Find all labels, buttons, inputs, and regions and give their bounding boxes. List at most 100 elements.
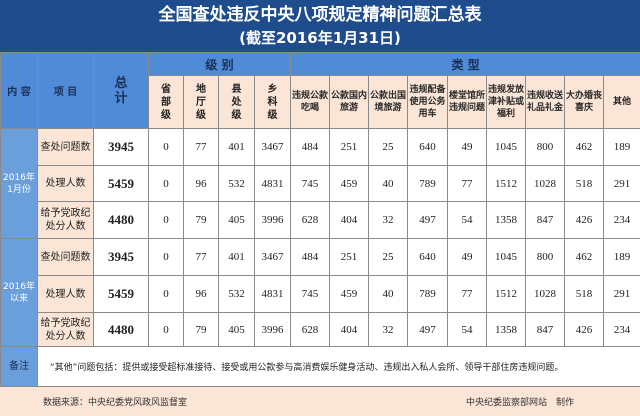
row-total: 5459: [93, 275, 149, 313]
cell-value: 77: [183, 238, 219, 276]
cell-value: 0: [148, 165, 184, 202]
row-total: 4480: [93, 312, 149, 347]
cell-value: 1512: [486, 165, 526, 202]
cell-value: 291: [602, 275, 640, 313]
cell-value: 484: [290, 128, 330, 166]
cell-value: 847: [525, 312, 565, 347]
cell-value: 1028: [525, 275, 565, 313]
cell-value: 1045: [486, 128, 526, 166]
header-type-4: 楼堂馆所 违规问题: [447, 75, 487, 129]
row-item: 给予党政纪 处分人数: [37, 201, 94, 239]
cell-value: 77: [447, 165, 487, 202]
header-content: 内 容: [0, 52, 38, 129]
header-level-2: 县 处 级: [218, 75, 255, 129]
producer: 中央纪委监察部网站 制作: [465, 398, 574, 408]
cell-value: 291: [602, 165, 640, 202]
cell-value: 49: [447, 238, 487, 276]
cell-value: 79: [183, 201, 219, 239]
cell-value: 640: [407, 128, 448, 166]
cell-value: 401: [218, 238, 255, 276]
header-total: 总 计: [93, 52, 149, 129]
cell-value: 1045: [486, 238, 526, 276]
cell-value: 3467: [254, 128, 291, 166]
cell-value: 3996: [254, 312, 291, 347]
cell-value: 800: [525, 128, 565, 166]
cell-value: 518: [564, 165, 604, 202]
cell-value: 251: [329, 238, 369, 276]
cell-value: 0: [148, 312, 184, 347]
header-type-1: 公款国内 旅游: [329, 75, 369, 129]
cell-value: 234: [602, 312, 640, 347]
cell-value: 96: [183, 165, 219, 202]
header-type-0: 违规公款 吃喝: [290, 75, 330, 129]
table-row: 给予党政纪 处分人数 4480 0 79 405 3996 628 404 32 497 54 135…: [1, 201, 640, 239]
cell-value: 497: [407, 201, 448, 239]
page-title: 全国查处违反中央八项规定精神问题汇总表: [158, 5, 482, 25]
cell-value: 532: [218, 275, 255, 313]
header-type-3: 违规配备 使用公务 用车: [407, 75, 448, 129]
cell-value: 628: [290, 201, 330, 239]
cell-value: 1512: [486, 275, 526, 313]
cell-value: 0: [148, 201, 184, 239]
cell-value: 462: [564, 128, 604, 166]
cell-value: 404: [329, 312, 369, 347]
cell-value: 40: [368, 275, 408, 313]
remark-text: “其他”问题包括：提供或接受超标准接待、接受或用公款参与高消费娱乐健身活动、违规…: [36, 346, 640, 387]
cell-value: 426: [564, 312, 604, 347]
cell-value: 251: [329, 128, 369, 166]
cell-value: 0: [148, 275, 184, 313]
cell-value: 54: [447, 201, 487, 239]
page-subtitle: (截至2016年1月31日): [239, 29, 401, 47]
cell-value: 459: [329, 165, 369, 202]
cell-value: 497: [407, 312, 448, 347]
row-item: 给予党政纪 处分人数: [37, 312, 94, 347]
header-type-5: 违规发放 津补贴或 福利: [486, 75, 526, 129]
cell-value: 0: [148, 128, 184, 166]
group-label: 2016年 以来: [0, 238, 38, 347]
header-type-8: 其他: [602, 75, 640, 129]
summary-table: 内 容 项 目 总 计 级 别 类 型 省 部 级地 厅 级县 处 级乡 科 级…: [0, 52, 640, 387]
header-level: 级 别: [148, 52, 291, 76]
cell-value: 1358: [486, 312, 526, 347]
title-banner: 全国查处违反中央八项规定精神问题汇总表 (截至2016年1月31日): [0, 0, 640, 52]
remark-row: 备注 “其他”问题包括：提供或接受超标准接待、接受或用公款参与高消费娱乐健身活动、…: [0, 346, 640, 387]
header-type-7: 大办婚丧 喜庆: [564, 75, 604, 129]
row-item: 处理人数: [37, 275, 94, 313]
cell-value: 640: [407, 238, 448, 276]
cell-value: 77: [447, 275, 487, 313]
table-row: 2016年 以来 查处问题数 3945 0 77 401 3467 484 251 25 640 49…: [0, 238, 640, 347]
header-type-2: 公款出国 境旅游: [368, 75, 408, 129]
cell-value: 79: [183, 312, 219, 347]
cell-value: 405: [218, 201, 255, 239]
cell-value: 25: [368, 238, 408, 276]
table-row: 处理人数 5459 0 96 532 4831 745 459 40 789 77 1512 1028 5…: [1, 165, 640, 202]
header-item: 项 目: [37, 52, 94, 129]
cell-value: 1028: [525, 165, 565, 202]
cell-value: 745: [290, 165, 330, 202]
remark-label: 备注: [0, 346, 38, 387]
cell-value: 234: [602, 201, 640, 239]
cell-value: 745: [290, 275, 330, 313]
cell-value: 401: [218, 128, 255, 166]
header-level-0: 省 部 级: [148, 75, 184, 129]
row-item: 查处问题数: [37, 238, 94, 276]
row-item: 查处问题数: [37, 128, 94, 166]
cell-value: 40: [368, 165, 408, 202]
cell-value: 32: [368, 312, 408, 347]
cell-value: 628: [290, 312, 330, 347]
cell-value: 25: [368, 128, 408, 166]
cell-value: 484: [290, 238, 330, 276]
cell-value: 0: [148, 238, 184, 276]
row-item: 处理人数: [37, 165, 94, 202]
cell-value: 3467: [254, 238, 291, 276]
cell-value: 77: [183, 128, 219, 166]
cell-value: 847: [525, 201, 565, 239]
cell-value: 405: [218, 312, 255, 347]
cell-value: 4831: [254, 275, 291, 313]
row-total: 3945: [93, 238, 149, 276]
cell-value: 404: [329, 201, 369, 239]
table-row: 给予党政纪 处分人数 4480 0 79 405 3996 628 404 32 497 54 135…: [1, 312, 640, 347]
cell-value: 459: [329, 275, 369, 313]
cell-value: 49: [447, 128, 487, 166]
header-level-1: 地 厅 级: [183, 75, 219, 129]
